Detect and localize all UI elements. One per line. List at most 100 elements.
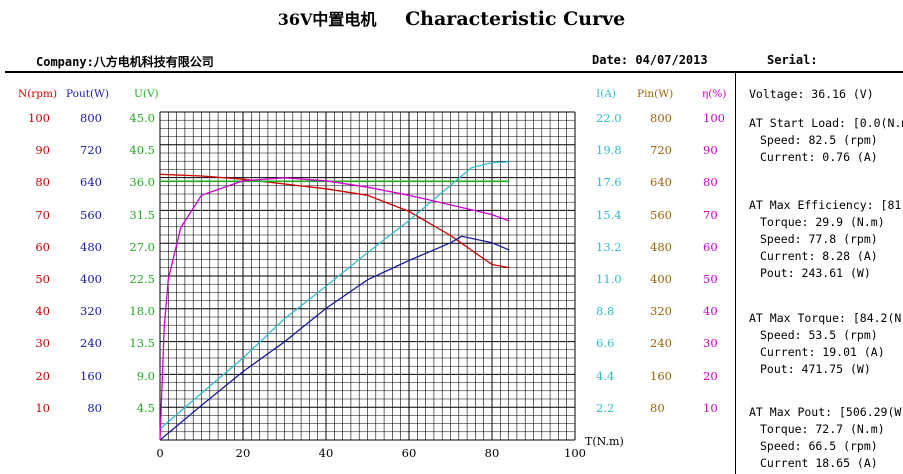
eta-axis-tick: 60 (703, 239, 718, 254)
series-line-i (159, 161, 510, 430)
eta-axis-tick: 20 (703, 368, 718, 383)
max-pout-line: Current 18.65 (A) (760, 456, 878, 470)
pout-axis-tick: 160 (80, 368, 102, 383)
i-axis-tick: 13.2 (596, 239, 622, 254)
max-eff-line: Speed: 77.8 (rpm) (760, 232, 878, 246)
pout-axis-tick: 400 (80, 272, 102, 286)
title-cn: 36V中置电机 (277, 10, 377, 29)
max-pout-line: Speed: 66.5 (rpm) (760, 439, 878, 453)
eta-axis-header: η(%) (702, 88, 727, 100)
n-axis-tick: 40 (35, 304, 50, 319)
pin-axis-tick: 80 (650, 400, 665, 415)
u-axis-tick: 18.0 (129, 304, 155, 319)
n-axis-tick: 30 (35, 336, 50, 351)
chart-curves (159, 161, 510, 441)
chart-grid (159, 111, 576, 441)
max-torque-line: Speed: 53.5 (rpm) (760, 328, 878, 342)
info-divider (735, 71, 736, 474)
pin-axis-tick: 400 (650, 272, 672, 286)
company-label: Company:八方电机科技有限公司 (36, 55, 214, 69)
i-axis-tick: 15.4 (596, 207, 622, 222)
eta-axis-tick: 30 (703, 336, 718, 351)
eta-axis-tick: 50 (703, 272, 718, 286)
pout-axis-tick: 720 (80, 143, 102, 158)
pout-axis-tick: 80 (87, 400, 102, 415)
eta-axis-tick: 40 (703, 304, 718, 319)
x-axis-ticks: 0 20 40 60 80 100 (156, 446, 586, 460)
u-axis-tick: 4.5 (136, 400, 155, 415)
pin-axis-header: Pin(W) (637, 88, 674, 100)
pout-axis-tick: 560 (80, 207, 102, 222)
n-axis-tick: 10 (35, 400, 50, 415)
n-axis-tick: 90 (35, 143, 50, 158)
eta-axis-tick: 80 (703, 175, 718, 190)
max-eff-heading: AT Max Efficiency: [81.4%] (749, 198, 903, 212)
x-tick: 40 (319, 446, 334, 460)
series-line-eta (159, 177, 510, 441)
voltage-info: Voltage: 36.16 (V) (749, 87, 874, 101)
title-en: Characteristic Curve (405, 8, 626, 30)
n-axis-tick: 70 (35, 207, 50, 222)
n-axis-tick: 50 (35, 272, 50, 286)
max-eff-line: Torque: 29.9 (N.m) (760, 215, 885, 229)
x-axis-label: T(N.m) (585, 435, 624, 448)
n-axis-tick: 80 (35, 175, 50, 190)
pout-axis-tick: 320 (80, 304, 102, 319)
x-tick: 80 (485, 446, 500, 460)
u-axis-tick: 36.0 (129, 175, 155, 190)
eta-axis-tick: 70 (703, 207, 718, 222)
start-load-line: Speed: 82.5 (rpm) (760, 133, 878, 147)
max-torque-line: Pout: 471.75 (W) (760, 362, 871, 376)
pin-axis-tick: 480 (650, 239, 672, 254)
x-tick: 0 (156, 446, 163, 460)
start-load-line: Current: 0.76 (A) (760, 150, 878, 164)
n-axis-tick: 100 (28, 111, 50, 125)
pin-axis-tick: 640 (650, 175, 672, 190)
pout-axis-tick: 240 (80, 336, 102, 351)
n-axis-tick: 20 (35, 368, 50, 383)
i-axis-tick: 22.0 (596, 111, 622, 125)
serial-label: Serial: (767, 53, 818, 67)
pin-axis-tick: 240 (650, 336, 672, 351)
u-axis-tick: 22.5 (129, 272, 155, 286)
u-axis-tick: 9.0 (136, 368, 155, 383)
start-load-heading: AT Start Load: [0.0(N.m)] (749, 116, 903, 130)
max-eff-line: Pout: 243.61 (W) (760, 266, 871, 280)
n-axis-header: N(rpm) (18, 88, 58, 100)
x-tick: 100 (564, 446, 586, 460)
max-torque-heading: AT Max Torque: [84.2(N.m)] (749, 311, 903, 325)
pin-axis-tick: 160 (650, 368, 672, 383)
max-eff-line: Current: 8.28 (A) (760, 249, 878, 263)
eta-axis-tick: 10 (703, 400, 718, 415)
u-axis-tick: 31.5 (129, 207, 155, 222)
pout-axis-tick: 480 (80, 239, 102, 254)
u-axis-header: U(V) (134, 88, 159, 100)
u-axis-tick: 13.5 (129, 336, 155, 351)
pin-axis-tick: 560 (650, 207, 672, 222)
pin-axis-tick: 800 (650, 111, 672, 125)
u-axis-tick: 45.0 (129, 111, 155, 125)
date-label: Date: 04/07/2013 (592, 53, 708, 67)
max-pout-line: Torque: 72.7 (N.m) (760, 422, 885, 436)
series-line-pout (159, 235, 510, 441)
i-axis-tick: 8.8 (596, 304, 615, 319)
i-axis-tick: 17.6 (596, 175, 622, 190)
pin-axis-tick: 320 (650, 304, 672, 319)
x-tick: 60 (402, 446, 417, 460)
pout-axis-header: Pout(W) (66, 88, 109, 100)
x-tick: 20 (236, 446, 251, 460)
i-axis-tick: 11.0 (596, 272, 622, 286)
eta-axis-tick: 100 (703, 111, 725, 125)
header-rule (5, 71, 903, 73)
n-axis-tick: 60 (35, 239, 50, 254)
u-axis-tick: 27.0 (129, 239, 155, 254)
i-axis-tick: 4.4 (596, 368, 615, 383)
chart-title: 36V中置电机 Characteristic Curve (0, 6, 903, 30)
pin-axis-tick: 720 (650, 143, 672, 158)
eta-axis-tick: 90 (703, 143, 718, 158)
i-axis-header: I(A) (596, 88, 616, 100)
pout-axis-tick: 640 (80, 175, 102, 190)
max-pout-heading: AT Max Pout: [506.29(W)] (749, 405, 903, 419)
max-torque-line: Current: 19.01 (A) (760, 345, 885, 359)
